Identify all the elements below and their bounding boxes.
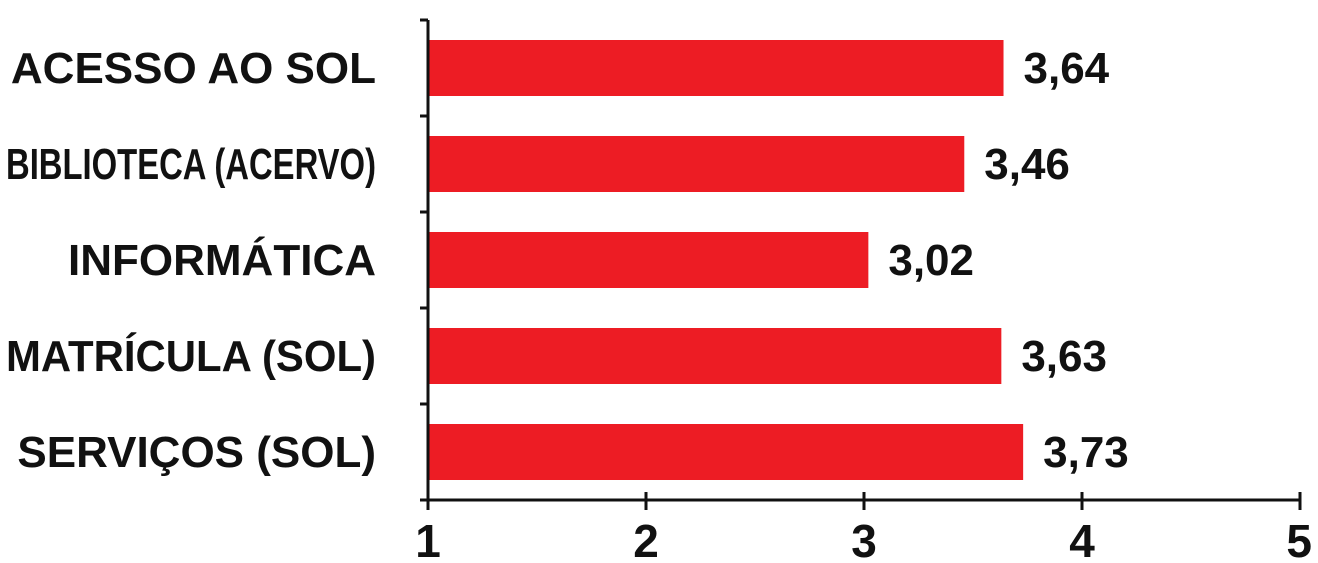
category-label-informatica: INFORMÁTICA <box>68 235 376 285</box>
bar-informatica <box>428 232 868 288</box>
x-tick-label-5: 5 <box>1286 515 1312 563</box>
value-label-biblioteca-acervo: 3,46 <box>984 140 1070 189</box>
x-axis-tick-labels: 1 2 3 4 5 <box>415 515 1312 563</box>
x-tick-label-2: 2 <box>633 515 659 563</box>
category-labels: ACESSO AO SOL BIBLIOTECA (ACERVO) INFORMÁT… <box>6 44 376 477</box>
value-label-acesso-ao-sol: 3,64 <box>1024 44 1110 93</box>
category-label-matricula-sol: MATRÍCULA (SOL) <box>6 331 376 381</box>
value-labels: 3,64 3,463,02 3,63 3,73 <box>888 44 1128 477</box>
bar-biblioteca-acervo <box>428 136 964 192</box>
bar-matricula-sol <box>428 328 1001 384</box>
category-label-biblioteca-acervo: BIBLIOTECA (ACERVO) <box>6 140 376 189</box>
x-tick-label-3: 3 <box>851 515 877 563</box>
value-label-servicos-sol: 3,73 <box>1043 428 1129 477</box>
value-label-informatica: 3,02 <box>888 236 974 285</box>
bar-acesso-ao-sol <box>428 40 1004 96</box>
x-tick-label-1: 1 <box>415 515 441 563</box>
value-label-matricula-sol: 3,63 <box>1021 332 1107 381</box>
category-label-acesso-ao-sol: ACESSO AO SOL <box>11 44 376 93</box>
category-label-servicos-sol: SERVIÇOS (SOL) <box>17 428 376 477</box>
bar-servicos-sol <box>428 424 1023 480</box>
x-tick-label-4: 4 <box>1069 515 1095 563</box>
